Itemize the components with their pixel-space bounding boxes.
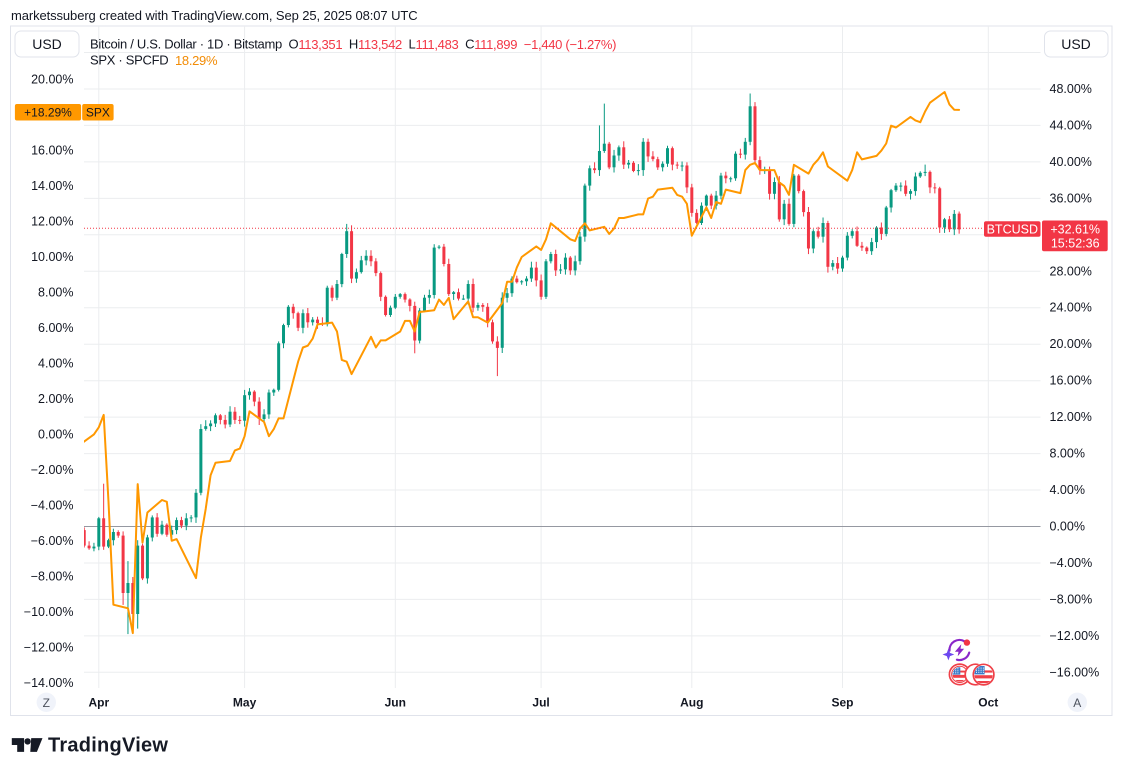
svg-text:12.00%: 12.00% <box>1050 410 1092 424</box>
svg-text:USD: USD <box>1061 36 1091 52</box>
svg-text:May: May <box>233 695 257 709</box>
svg-text:6.00%: 6.00% <box>38 321 73 335</box>
svg-text:+18.29%: +18.29% <box>24 106 72 120</box>
svg-text:Z: Z <box>43 696 50 710</box>
svg-text:−4.00%: −4.00% <box>31 498 74 512</box>
svg-text:44.00%: 44.00% <box>1050 118 1092 132</box>
svg-text:−4.00%: −4.00% <box>1050 556 1093 570</box>
svg-text:Bitcoin / U.S. Dollar · 1D · B: Bitcoin / U.S. Dollar · 1D · Bitstamp O1… <box>90 37 616 52</box>
svg-text:+32.61%: +32.61% <box>1050 222 1100 236</box>
svg-text:−12.00%: −12.00% <box>1050 629 1100 643</box>
svg-text:SPX: SPX <box>86 106 110 120</box>
svg-text:−8.00%: −8.00% <box>31 569 74 583</box>
svg-text:−16.00%: −16.00% <box>1050 665 1100 679</box>
svg-text:20.00%: 20.00% <box>1050 337 1092 351</box>
svg-text:16.00%: 16.00% <box>1050 374 1092 388</box>
svg-text:−2.00%: −2.00% <box>31 463 74 477</box>
svg-text:16.00%: 16.00% <box>31 144 73 158</box>
svg-text:Jun: Jun <box>385 695 406 709</box>
svg-text:2.00%: 2.00% <box>38 392 73 406</box>
svg-text:BTCUSD: BTCUSD <box>987 222 1038 236</box>
svg-text:4.00%: 4.00% <box>1050 483 1085 497</box>
svg-text:8.00%: 8.00% <box>38 286 73 300</box>
svg-text:10.00%: 10.00% <box>31 250 73 264</box>
svg-text:Apr: Apr <box>88 695 109 709</box>
svg-text:4.00%: 4.00% <box>38 356 73 370</box>
svg-text:28.00%: 28.00% <box>1050 264 1092 278</box>
svg-text:A: A <box>1073 696 1081 710</box>
svg-text:14.00%: 14.00% <box>31 179 73 193</box>
svg-text:SPX · SPCFD 18.29%: SPX · SPCFD 18.29% <box>90 53 218 68</box>
svg-text:−6.00%: −6.00% <box>31 534 74 548</box>
svg-text:marketssuberg created with Tra: marketssuberg created with TradingView.c… <box>11 8 418 23</box>
svg-text:36.00%: 36.00% <box>1050 191 1092 205</box>
svg-text:40.00%: 40.00% <box>1050 155 1092 169</box>
svg-text:20.00%: 20.00% <box>31 73 73 87</box>
svg-text:−12.00%: −12.00% <box>24 640 74 654</box>
svg-text:Oct: Oct <box>978 695 998 709</box>
svg-text:−8.00%: −8.00% <box>1050 592 1093 606</box>
svg-text:Aug: Aug <box>680 695 703 709</box>
svg-text:15:52:36: 15:52:36 <box>1051 237 1100 251</box>
svg-text:0.00%: 0.00% <box>1050 520 1085 534</box>
svg-text:TradingView: TradingView <box>48 735 168 757</box>
svg-text:−14.00%: −14.00% <box>24 676 74 690</box>
svg-text:48.00%: 48.00% <box>1050 82 1092 96</box>
svg-text:12.00%: 12.00% <box>31 215 73 229</box>
svg-text:Sep: Sep <box>831 695 853 709</box>
svg-text:Jul: Jul <box>532 695 549 709</box>
svg-text:0.00%: 0.00% <box>38 427 73 441</box>
svg-text:8.00%: 8.00% <box>1050 447 1085 461</box>
svg-text:24.00%: 24.00% <box>1050 301 1092 315</box>
svg-text:−10.00%: −10.00% <box>24 605 74 619</box>
svg-text:USD: USD <box>32 36 62 52</box>
